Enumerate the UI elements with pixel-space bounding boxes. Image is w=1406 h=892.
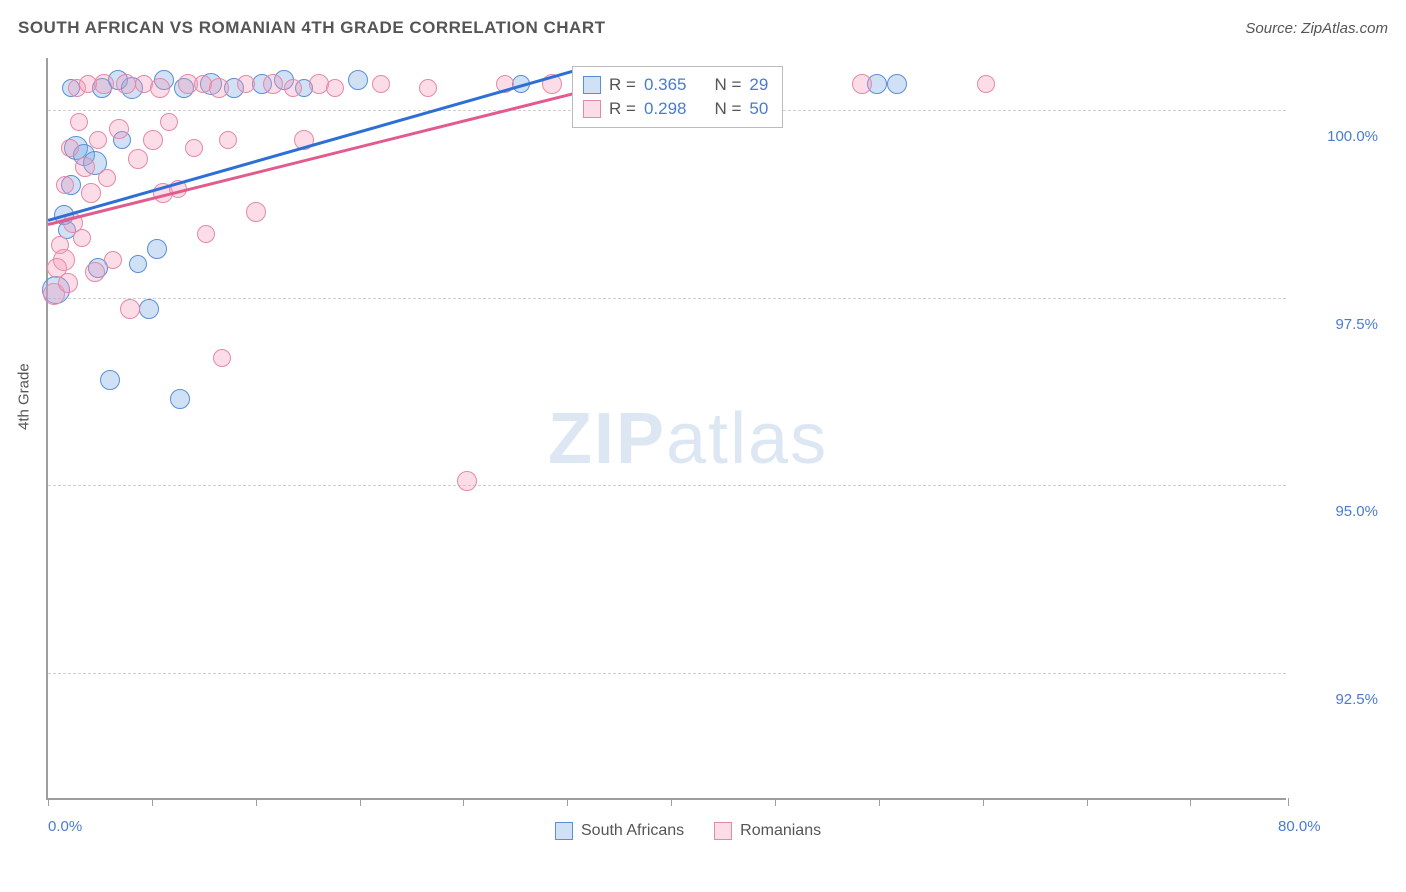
scatter-point-ro [237, 75, 255, 93]
r-label: R = [609, 75, 636, 95]
scatter-point-sa [170, 389, 190, 409]
legend-item-ro: Romanians [714, 822, 821, 840]
legend-label-sa: South Africans [581, 822, 684, 840]
chart-title: SOUTH AFRICAN VS ROMANIAN 4TH GRADE CORR… [18, 18, 606, 38]
watermark-atlas: atlas [666, 399, 828, 479]
bottom-legend: South Africans Romanians [555, 822, 821, 840]
r-value-sa: 0.365 [644, 75, 687, 95]
n-value-sa: 29 [749, 75, 768, 95]
scatter-point-ro [89, 131, 107, 149]
scatter-point-ro [209, 78, 229, 98]
scatter-point-ro [457, 471, 477, 491]
n-value-ro: 50 [749, 99, 768, 119]
scatter-point-ro [85, 262, 105, 282]
plot-area: ZIPatlas 100.0%97.5%95.0%92.5%0.0%80.0%R… [46, 58, 1286, 800]
scatter-point-ro [143, 130, 163, 150]
scatter-point-ro [58, 273, 78, 293]
x-tick [48, 798, 49, 806]
scatter-point-ro [197, 225, 215, 243]
scatter-point-sa [887, 74, 907, 94]
stats-row-ro: R = 0.298 N = 50 [583, 97, 768, 121]
n-label: N = [714, 99, 741, 119]
scatter-point-sa [147, 239, 167, 259]
scatter-point-ro [977, 75, 995, 93]
x-tick [360, 798, 361, 806]
scatter-point-ro [213, 349, 231, 367]
scatter-point-ro [246, 202, 266, 222]
scatter-point-ro [56, 176, 74, 194]
scatter-point-ro [98, 169, 116, 187]
scatter-point-ro [150, 78, 170, 98]
scatter-point-ro [116, 74, 136, 94]
scatter-point-ro [419, 79, 437, 97]
x-max-label: 80.0% [1278, 818, 1321, 835]
scatter-point-ro [284, 79, 302, 97]
x-tick [152, 798, 153, 806]
scatter-point-ro [70, 113, 88, 131]
x-tick [1087, 798, 1088, 806]
source-prefix: Source: [1245, 20, 1301, 37]
x-tick [463, 798, 464, 806]
y-axis-title: 4th Grade [16, 363, 33, 430]
gridline [48, 298, 1286, 299]
scatter-point-ro [73, 229, 91, 247]
scatter-point-ro [326, 79, 344, 97]
x-tick [567, 798, 568, 806]
scatter-point-ro [104, 251, 122, 269]
legend-label-ro: Romanians [740, 822, 821, 840]
y-tick-label: 100.0% [1308, 128, 1378, 145]
x-origin-label: 0.0% [48, 818, 82, 835]
scatter-point-ro [128, 149, 148, 169]
gridline [48, 673, 1286, 674]
source-name: ZipAtlas.com [1301, 20, 1388, 37]
scatter-point-ro [219, 131, 237, 149]
scatter-point-ro [53, 249, 75, 271]
x-tick [671, 798, 672, 806]
scatter-point-ro [160, 113, 178, 131]
scatter-point-sa [129, 255, 147, 273]
x-tick [879, 798, 880, 806]
chart-header: SOUTH AFRICAN VS ROMANIAN 4TH GRADE CORR… [18, 18, 1388, 38]
scatter-point-ro [263, 74, 283, 94]
r-label: R = [609, 99, 636, 119]
stats-swatch-sa [583, 76, 601, 94]
stats-legend: R = 0.365 N = 29 R = 0.298 N = 50 [572, 66, 783, 128]
scatter-point-ro [109, 119, 129, 139]
scatter-point-sa [100, 370, 120, 390]
x-tick [983, 798, 984, 806]
swatch-sa [555, 822, 573, 840]
trend-line-ro [48, 92, 576, 226]
y-tick-label: 92.5% [1308, 691, 1378, 708]
scatter-point-sa [139, 299, 159, 319]
scatter-point-ro [372, 75, 390, 93]
x-tick [256, 798, 257, 806]
scatter-point-ro [61, 139, 79, 157]
watermark-zip: ZIP [548, 399, 666, 479]
watermark: ZIPatlas [548, 398, 828, 480]
scatter-point-ro [81, 183, 101, 203]
stats-swatch-ro [583, 100, 601, 118]
n-label: N = [714, 75, 741, 95]
y-tick-label: 97.5% [1308, 316, 1378, 333]
x-tick [1190, 798, 1191, 806]
y-tick-label: 95.0% [1308, 503, 1378, 520]
gridline [48, 485, 1286, 486]
x-tick [775, 798, 776, 806]
chart-container: SOUTH AFRICAN VS ROMANIAN 4TH GRADE CORR… [0, 0, 1406, 892]
x-tick [1288, 798, 1289, 806]
scatter-point-ro [75, 157, 95, 177]
scatter-point-sa [348, 70, 368, 90]
scatter-point-ro [852, 74, 872, 94]
swatch-ro [714, 822, 732, 840]
stats-row-sa: R = 0.365 N = 29 [583, 73, 768, 97]
scatter-point-ro [120, 299, 140, 319]
scatter-point-ro [94, 74, 114, 94]
chart-source: Source: ZipAtlas.com [1245, 20, 1388, 37]
r-value-ro: 0.298 [644, 99, 687, 119]
legend-item-sa: South Africans [555, 822, 684, 840]
scatter-point-ro [185, 139, 203, 157]
